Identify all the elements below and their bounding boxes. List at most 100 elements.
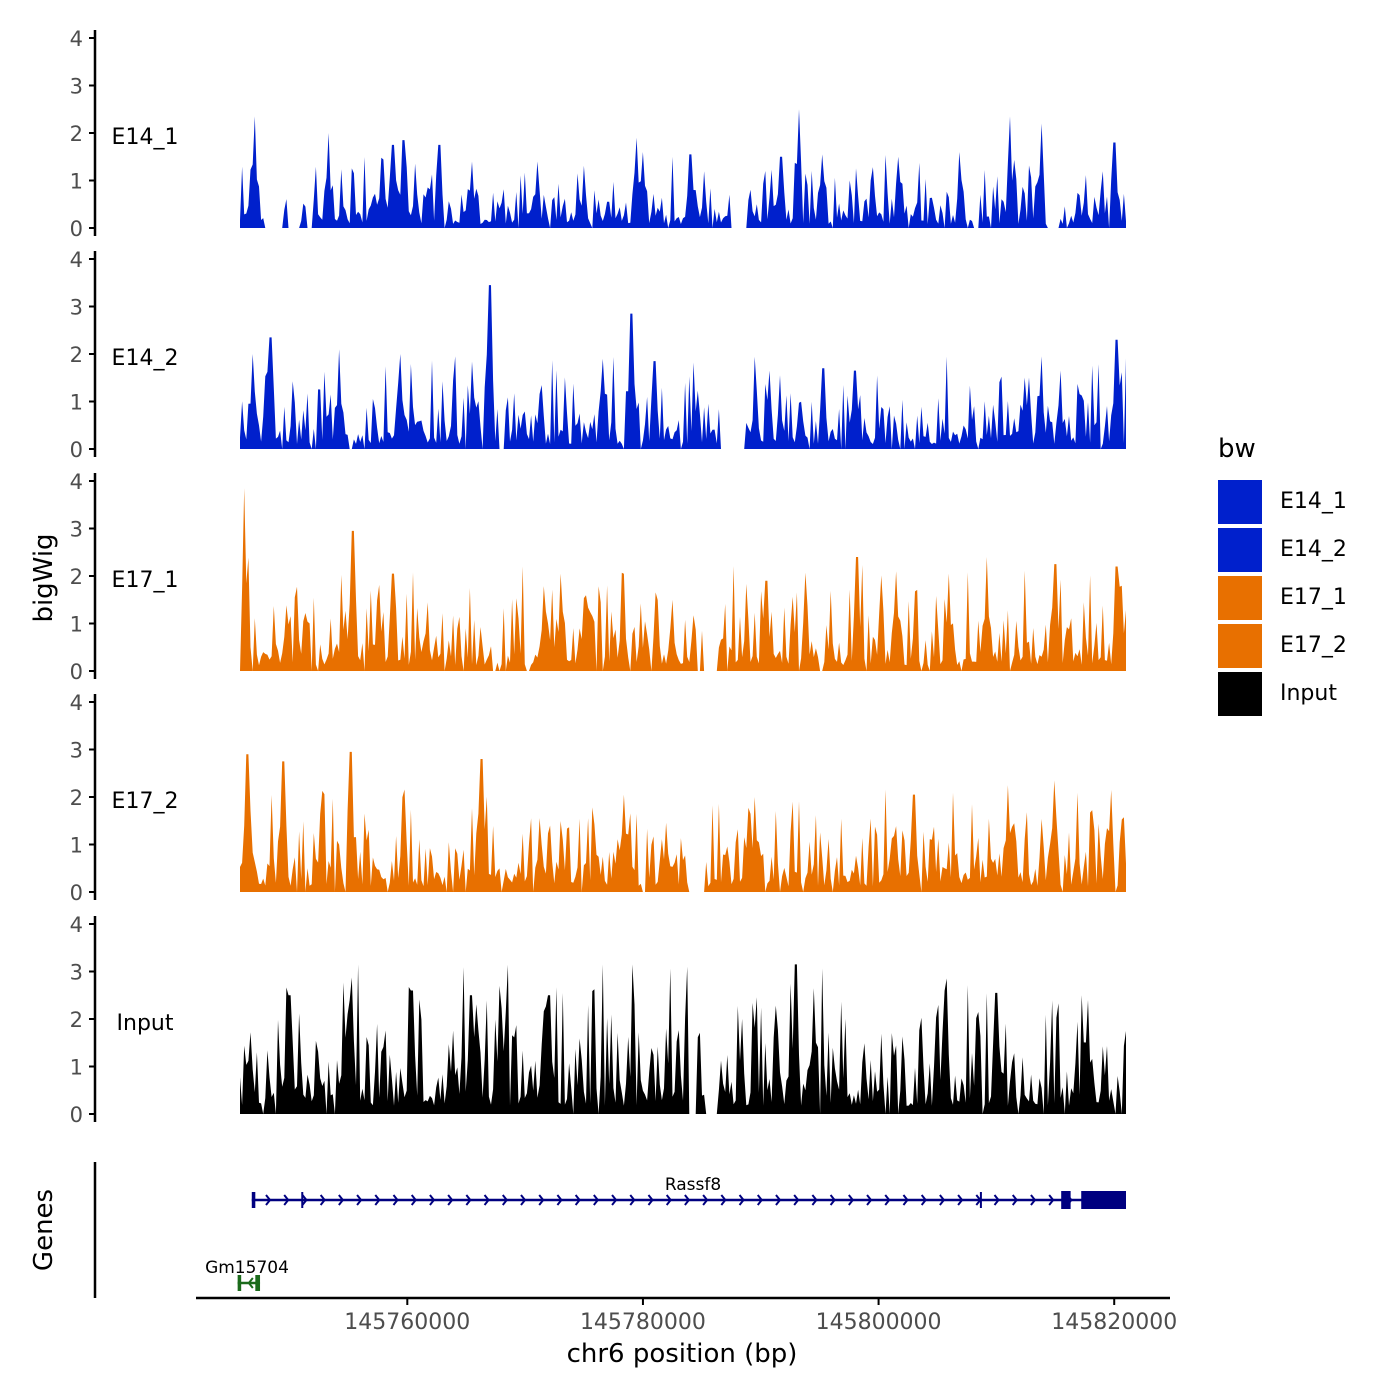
strand-chevron xyxy=(756,1194,764,1206)
coverage-area xyxy=(240,488,1126,671)
legend-key-e14-2 xyxy=(1218,528,1262,572)
strand-chevron xyxy=(538,1194,545,1206)
strand-chevron xyxy=(866,1194,873,1206)
strand-chevron xyxy=(720,1194,727,1206)
y-axis-title: bigWig xyxy=(29,533,59,622)
track-e14-2: 0 1 2 3 4 E14_2 xyxy=(70,248,1126,462)
exon xyxy=(301,1192,304,1208)
track-label: E14_2 xyxy=(112,346,179,371)
strand-chevron xyxy=(1030,1194,1037,1206)
coverage-area xyxy=(240,109,1126,228)
strand-chevron xyxy=(429,1194,436,1206)
strand-chevron xyxy=(447,1194,454,1206)
y-tick-label: 1 xyxy=(70,170,83,194)
strand-chevron xyxy=(811,1194,818,1206)
track-label: E17_2 xyxy=(112,789,179,814)
legend-key-input xyxy=(1218,672,1262,716)
y-tick-label: 3 xyxy=(70,739,83,763)
strand-chevron xyxy=(957,1194,964,1206)
x-tick-label: 145800000 xyxy=(816,1310,942,1335)
y-tick-label: 2 xyxy=(70,1008,83,1032)
x-axis-title: chr6 position (bp) xyxy=(567,1339,798,1369)
strand-chevron xyxy=(374,1194,381,1206)
y-tick-label: 4 xyxy=(70,913,83,937)
y-tick-label: 1 xyxy=(70,391,83,415)
track-e17-2: 0 1 2 3 4 E17_2 xyxy=(70,691,1126,905)
gene-label: Gm15704 xyxy=(205,1258,289,1278)
coverage-tracks: 0 1 2 3 4 E14_1 0 1 2 3 4 E14_2 0 1 2 3 4 E17_1 0 1 2 3 4 E17_2… xyxy=(70,27,1126,1127)
strand-chevron xyxy=(283,1194,290,1206)
y-tick-label: 1 xyxy=(70,834,83,858)
strand-chevron xyxy=(702,1194,709,1206)
strand-chevron xyxy=(465,1194,472,1206)
legend-label-e17-1: E17_1 xyxy=(1280,585,1347,610)
strand-chevron xyxy=(793,1194,800,1206)
strand-chevron xyxy=(884,1194,891,1206)
legend-label-e14-1: E14_1 xyxy=(1280,489,1347,514)
strand-chevron xyxy=(611,1194,618,1206)
track-label: E14_1 xyxy=(112,125,179,150)
legend-label-input: Input xyxy=(1280,681,1337,706)
x-tick-label: 145760000 xyxy=(344,1310,470,1335)
genes-axis-title: Genes xyxy=(29,1189,59,1271)
strand-chevron xyxy=(338,1194,345,1206)
strand-chevron xyxy=(848,1194,855,1206)
strand-chevron xyxy=(574,1194,581,1206)
coverage-area xyxy=(240,751,1126,892)
strand-chevron xyxy=(556,1194,563,1206)
strand-chevron xyxy=(265,1194,272,1206)
x-tick-label: 145820000 xyxy=(1051,1310,1177,1335)
strand-chevron xyxy=(902,1194,909,1206)
gene-rassf8: Rassf8 xyxy=(251,1175,1126,1209)
strand-chevron xyxy=(247,1277,254,1289)
exon xyxy=(255,1275,261,1291)
track-input: 0 1 2 3 4 Input xyxy=(70,913,1126,1127)
y-tick-label: 4 xyxy=(70,248,83,272)
y-tick-label: 2 xyxy=(70,122,83,146)
y-tick-label: 0 xyxy=(70,217,83,241)
legend-title: bw xyxy=(1218,434,1256,464)
exon xyxy=(979,1192,982,1208)
y-tick-label: 3 xyxy=(70,296,83,320)
x-tick-label: 145780000 xyxy=(580,1310,706,1335)
gene-gm15704: Gm15704 xyxy=(205,1258,289,1291)
y-tick-label: 0 xyxy=(70,881,83,905)
exon xyxy=(1081,1191,1126,1209)
y-tick-label: 0 xyxy=(70,660,83,684)
legend-label-e17-2: E17_2 xyxy=(1280,633,1347,658)
y-tick-label: 2 xyxy=(70,786,83,810)
exon xyxy=(251,1192,256,1208)
exon xyxy=(237,1275,242,1291)
track-e14-1: 0 1 2 3 4 E14_1 xyxy=(70,27,1126,241)
track-label: E17_1 xyxy=(112,568,179,593)
strand-chevron xyxy=(920,1194,927,1206)
y-tick-label: 3 xyxy=(70,961,83,985)
strand-chevron xyxy=(993,1194,1000,1206)
strand-chevron xyxy=(392,1194,399,1206)
legend-key-e17-1 xyxy=(1218,576,1262,620)
strand-chevron xyxy=(1011,1194,1019,1206)
strand-chevron xyxy=(520,1194,527,1206)
strand-chevron xyxy=(775,1194,782,1206)
strand-chevron xyxy=(939,1194,946,1206)
strand-chevron xyxy=(829,1194,836,1206)
strand-chevron xyxy=(301,1194,308,1206)
y-tick-label: 3 xyxy=(70,75,83,99)
y-tick-label: 4 xyxy=(70,691,83,715)
y-tick-label: 2 xyxy=(70,565,83,589)
y-tick-label: 4 xyxy=(70,27,83,51)
exon xyxy=(1061,1191,1071,1209)
y-tick-label: 2 xyxy=(70,343,83,367)
strand-chevron xyxy=(410,1194,417,1206)
track-e17-1: 0 1 2 3 4 E17_1 xyxy=(70,470,1126,684)
strand-chevron xyxy=(684,1194,691,1206)
strand-chevron xyxy=(356,1194,363,1206)
coverage-area xyxy=(240,964,1126,1114)
y-tick-label: 4 xyxy=(70,470,83,494)
strand-chevron xyxy=(593,1194,600,1206)
y-tick-label: 0 xyxy=(70,438,83,462)
y-tick-label: 0 xyxy=(70,1103,83,1127)
legend-key-e14-1 xyxy=(1218,480,1262,524)
strand-chevron xyxy=(647,1194,654,1206)
